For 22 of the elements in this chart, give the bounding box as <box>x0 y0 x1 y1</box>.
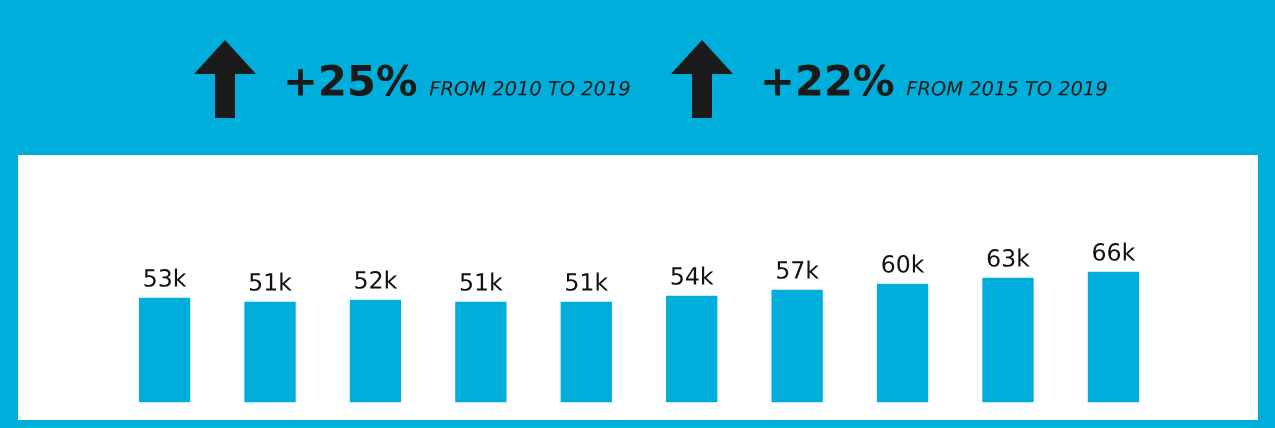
bar <box>242 300 298 404</box>
data-label: 51k <box>249 272 292 291</box>
bar <box>980 276 1036 404</box>
data-label: 63k <box>987 248 1030 267</box>
data-label: 66k <box>1093 242 1136 261</box>
bar <box>664 294 719 404</box>
text: +25% FROM 2010 TO 2019 <box>287 64 630 97</box>
bar <box>770 288 825 404</box>
bar <box>453 300 508 404</box>
data-label: 52k <box>355 270 398 289</box>
data-label: 53k <box>144 268 187 287</box>
data-label: 51k <box>566 272 609 291</box>
data-label: 51k <box>460 272 503 291</box>
bar <box>559 300 614 404</box>
bar <box>1086 270 1141 404</box>
data-label: 57k <box>777 260 819 279</box>
text: +22% FROM 2015 TO 2019 <box>764 64 1107 97</box>
bar <box>348 298 403 404</box>
data-label: 60k <box>882 254 925 273</box>
bar <box>875 282 930 404</box>
data-label: 54k <box>671 266 714 285</box>
bar <box>137 296 192 404</box>
